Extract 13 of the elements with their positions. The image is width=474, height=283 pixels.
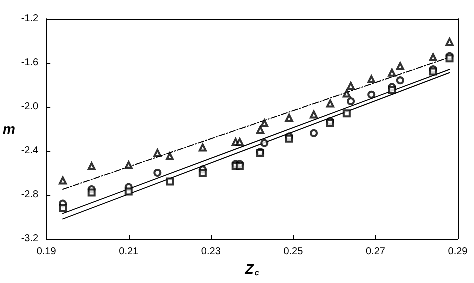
y-tick-label: -1.6 [21,58,40,68]
y-tick-label: -1.2 [21,14,40,24]
y-axis-title: m [2,121,16,137]
y-tick-label: -2.0 [21,102,40,112]
x-tick-label: 0.29 [448,246,468,258]
x-tick-label: 0.19 [36,246,57,258]
x-tick-label: 0.21 [119,246,140,258]
x-tick-label: 0.27 [366,246,386,258]
y-tick-label: -2.4 [21,146,40,156]
y-tick-label: -3.2 [21,234,40,244]
x-tick-label: 0.23 [201,246,222,258]
x-tick-label: 0.25 [284,246,304,258]
y-tick-label: -2.8 [21,190,40,200]
